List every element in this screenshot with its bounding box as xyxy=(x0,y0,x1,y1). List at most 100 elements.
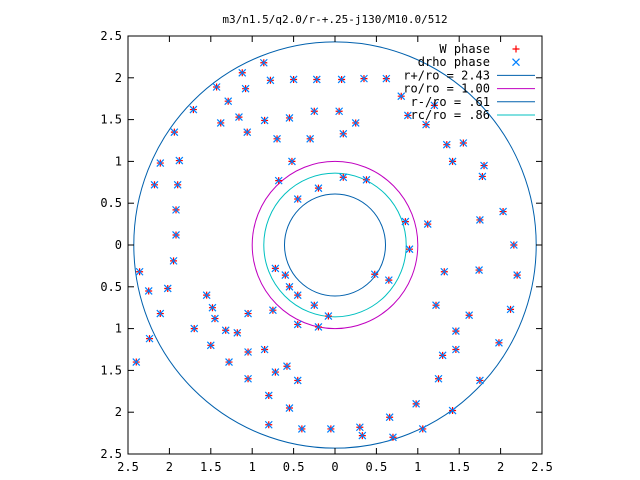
drho-phase-point xyxy=(403,111,412,120)
drho-phase-point xyxy=(243,128,252,137)
x-tick-label: 2 xyxy=(497,460,504,474)
drho-phase-point xyxy=(306,134,315,143)
drho-phase-point xyxy=(370,270,379,279)
legend-label: drho phase xyxy=(418,55,490,69)
drho-phase-point xyxy=(430,101,439,110)
drho-phase-point xyxy=(293,376,302,385)
drho-phase-point xyxy=(260,345,269,354)
drho-phase-point xyxy=(412,399,421,408)
drho-phase-point xyxy=(172,231,180,239)
drho-phase-point xyxy=(264,391,273,400)
drho-phase-point xyxy=(233,328,242,337)
drho-phase-point xyxy=(397,92,406,101)
y-tick-label: 0.5 xyxy=(100,280,122,294)
drho-phase-point xyxy=(475,376,484,385)
drho-phase-point xyxy=(144,287,153,295)
drho-phase-point xyxy=(440,267,449,276)
legend-label: W phase xyxy=(439,42,490,56)
legend-label: rc/ro = .86 xyxy=(411,108,490,122)
x-tick-label: 1 xyxy=(249,460,256,474)
drho-phase-point xyxy=(360,74,368,83)
drho-phase-point xyxy=(244,309,252,318)
drho-phase-point xyxy=(260,116,269,125)
x-tick-label: 1.5 xyxy=(448,460,470,474)
drho-phase-point xyxy=(211,314,219,323)
drho-phase-point xyxy=(293,195,302,203)
circle-line xyxy=(263,172,407,318)
axis-ticks: 2.5 2 1.5 1 0.5 0 0.5 1 1.5 2 2.52.521.510.500.511… xyxy=(100,29,553,474)
y-tick-label: 1 xyxy=(115,322,122,336)
drho-phase-point xyxy=(423,220,432,229)
drho-phase-point xyxy=(288,157,296,166)
x-tick-label: 2 xyxy=(166,460,173,474)
drho-phase-point xyxy=(465,311,474,320)
drho-phase-point xyxy=(285,404,294,412)
legend-marker xyxy=(512,58,520,67)
drho-phase-point xyxy=(422,120,431,129)
y-tick-label: 1.5 xyxy=(100,113,122,127)
legend-label: ro/ro = 1.00 xyxy=(403,82,490,96)
drho-phase-point xyxy=(384,276,393,285)
drho-phase-point xyxy=(156,309,165,318)
drho-phase-point xyxy=(337,75,346,84)
drho-phase-point xyxy=(273,134,281,143)
drho-phase-point xyxy=(244,374,252,383)
drho-phase-point xyxy=(169,256,178,265)
drho-phase-point xyxy=(310,301,319,310)
data-points xyxy=(132,58,522,442)
drho-phase-point xyxy=(172,205,180,214)
drho-phase-point xyxy=(241,84,250,93)
drho-phase-point xyxy=(268,306,277,315)
drho-phase-point xyxy=(271,368,280,376)
drho-phase-point xyxy=(274,176,283,185)
legend-marker xyxy=(512,45,520,53)
y-tick-label: 1.5 xyxy=(100,363,122,377)
drho-phase-point xyxy=(190,324,199,333)
y-tick-label: 2.5 xyxy=(100,29,122,43)
x-tick-label: 0.5 xyxy=(366,460,388,474)
drho-phase-point xyxy=(266,76,275,85)
drho-phase-point xyxy=(297,424,306,433)
x-tick-label: 2.5 xyxy=(117,460,139,474)
drho-phase-point xyxy=(293,291,302,300)
drho-phase-point xyxy=(163,284,172,293)
x-tick-label: 0.5 xyxy=(283,460,305,474)
drho-phase-point xyxy=(451,345,460,354)
drho-phase-point xyxy=(475,215,484,224)
drho-phase-point xyxy=(281,271,290,280)
drho-phase-point xyxy=(244,348,252,356)
drho-phase-point xyxy=(385,413,394,422)
drho-phase-point xyxy=(314,184,323,193)
chart-title: m3/n1.5/q2.0/r-+.25-j130/M10.0/512 xyxy=(222,13,447,26)
drho-phase-point xyxy=(235,113,243,122)
drho-phase-point xyxy=(224,97,233,106)
drho-phase-point xyxy=(132,358,141,366)
drho-phase-point xyxy=(335,107,344,116)
drho-phase-point xyxy=(418,424,427,433)
legend-label: r-/ro = .61 xyxy=(411,95,490,109)
drho-phase-point xyxy=(405,245,414,254)
drho-phase-point xyxy=(289,75,298,84)
x-tick-label: 1.5 xyxy=(200,460,222,474)
drho-phase-point xyxy=(150,180,159,189)
drho-phase-point xyxy=(170,128,179,137)
drho-phase-point xyxy=(271,264,280,273)
drho-phase-point xyxy=(283,362,291,371)
drho-phase-point xyxy=(293,320,302,329)
drho-phase-point xyxy=(478,172,487,181)
x-tick-label: 1 xyxy=(414,460,421,474)
y-tick-label: 2 xyxy=(115,405,122,419)
drho-phase-point xyxy=(314,323,323,331)
drho-phase-point xyxy=(355,423,364,432)
drho-phase-point xyxy=(264,420,273,429)
drho-phase-point xyxy=(173,180,182,189)
drho-phase-point xyxy=(509,241,518,249)
y-tick-label: 0.5 xyxy=(100,196,122,210)
drho-phase-point xyxy=(362,175,371,184)
drho-phase-point xyxy=(448,157,457,166)
drho-phase-point xyxy=(401,217,410,226)
drho-phase-point xyxy=(506,305,515,314)
circle-line xyxy=(251,160,419,330)
